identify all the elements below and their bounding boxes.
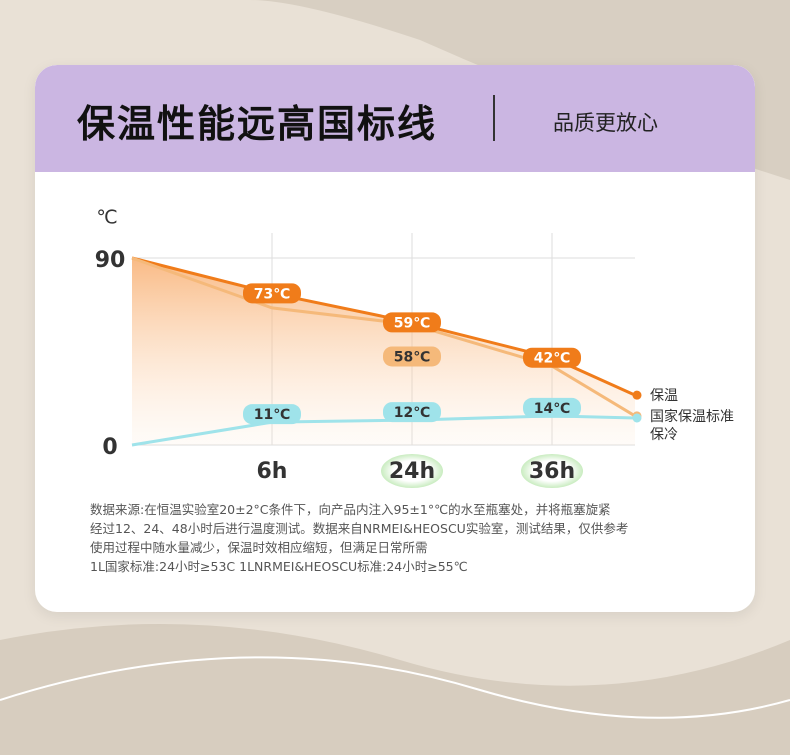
value-label-text: 11℃ <box>254 407 290 423</box>
value-label-bg <box>383 346 441 367</box>
value-label: 11℃ <box>243 404 301 425</box>
y-axis-label: ℃ <box>96 207 117 229</box>
area <box>132 258 635 445</box>
legend-label: 保温 <box>650 388 678 404</box>
value-label-bg <box>383 402 441 423</box>
value-label-bg <box>243 404 301 425</box>
value-label: 12℃ <box>383 402 441 423</box>
value-label-text: 59℃ <box>394 315 430 331</box>
value-label-text: 12℃ <box>394 405 430 421</box>
legend-dot <box>632 390 642 400</box>
value-label-bg <box>523 347 581 368</box>
y-tick-label: 0 <box>102 435 117 460</box>
value-label-bg <box>383 312 441 333</box>
title: 保温性能远高国标线 <box>77 102 438 146</box>
y-tick-label: 90 <box>95 248 126 273</box>
value-label-bg <box>243 283 301 304</box>
value-label-text: 73℃ <box>254 286 290 302</box>
x-tick-label: 36h <box>529 459 575 484</box>
value-label: 42℃ <box>523 347 581 368</box>
value-label-text: 14℃ <box>534 401 570 417</box>
legend-label: 保冷 <box>650 427 678 443</box>
value-label: 59℃ <box>383 312 441 333</box>
legend-dot <box>632 413 642 423</box>
value-label-bg <box>523 397 581 418</box>
value-label: 58℃ <box>383 346 441 367</box>
x-tick-highlight <box>381 454 443 488</box>
note-line: 数据来源:在恒温实验室20±2°C条件下，向产品内注入95±1°℃的水至瓶塞处，… <box>90 502 611 517</box>
header: 保温性能远高国标线 品质更放心 <box>35 65 755 172</box>
note-line: 使用过程中随水量减少，保温时效相应缩短，但满足日常所需 <box>90 540 428 555</box>
value-label: 14℃ <box>523 397 581 418</box>
note-line: 经过12、24、48小时后进行温度测试。数据来自NRMEI&HEOSCU实验室，… <box>90 521 629 536</box>
x-tick-label: 24h <box>389 459 435 484</box>
value-label-text: 42℃ <box>534 351 570 367</box>
separator <box>493 95 495 141</box>
value-label: 73℃ <box>243 283 301 304</box>
note-line: 1L国家标准:24小时≥53C 1LNRMEI&HEOSCU标准:24小时≥55… <box>90 559 468 574</box>
notes: 数据来源:在恒温实验室20±2°C条件下，向产品内注入95±1°℃的水至瓶塞处，… <box>90 500 628 576</box>
x-tick-label: 6h <box>257 459 288 484</box>
subtitle: 品质更放心 <box>553 111 658 135</box>
x-tick-highlight <box>521 454 583 488</box>
value-label-text: 58℃ <box>394 349 430 365</box>
legend-label: 国家保温标准 <box>650 408 734 425</box>
